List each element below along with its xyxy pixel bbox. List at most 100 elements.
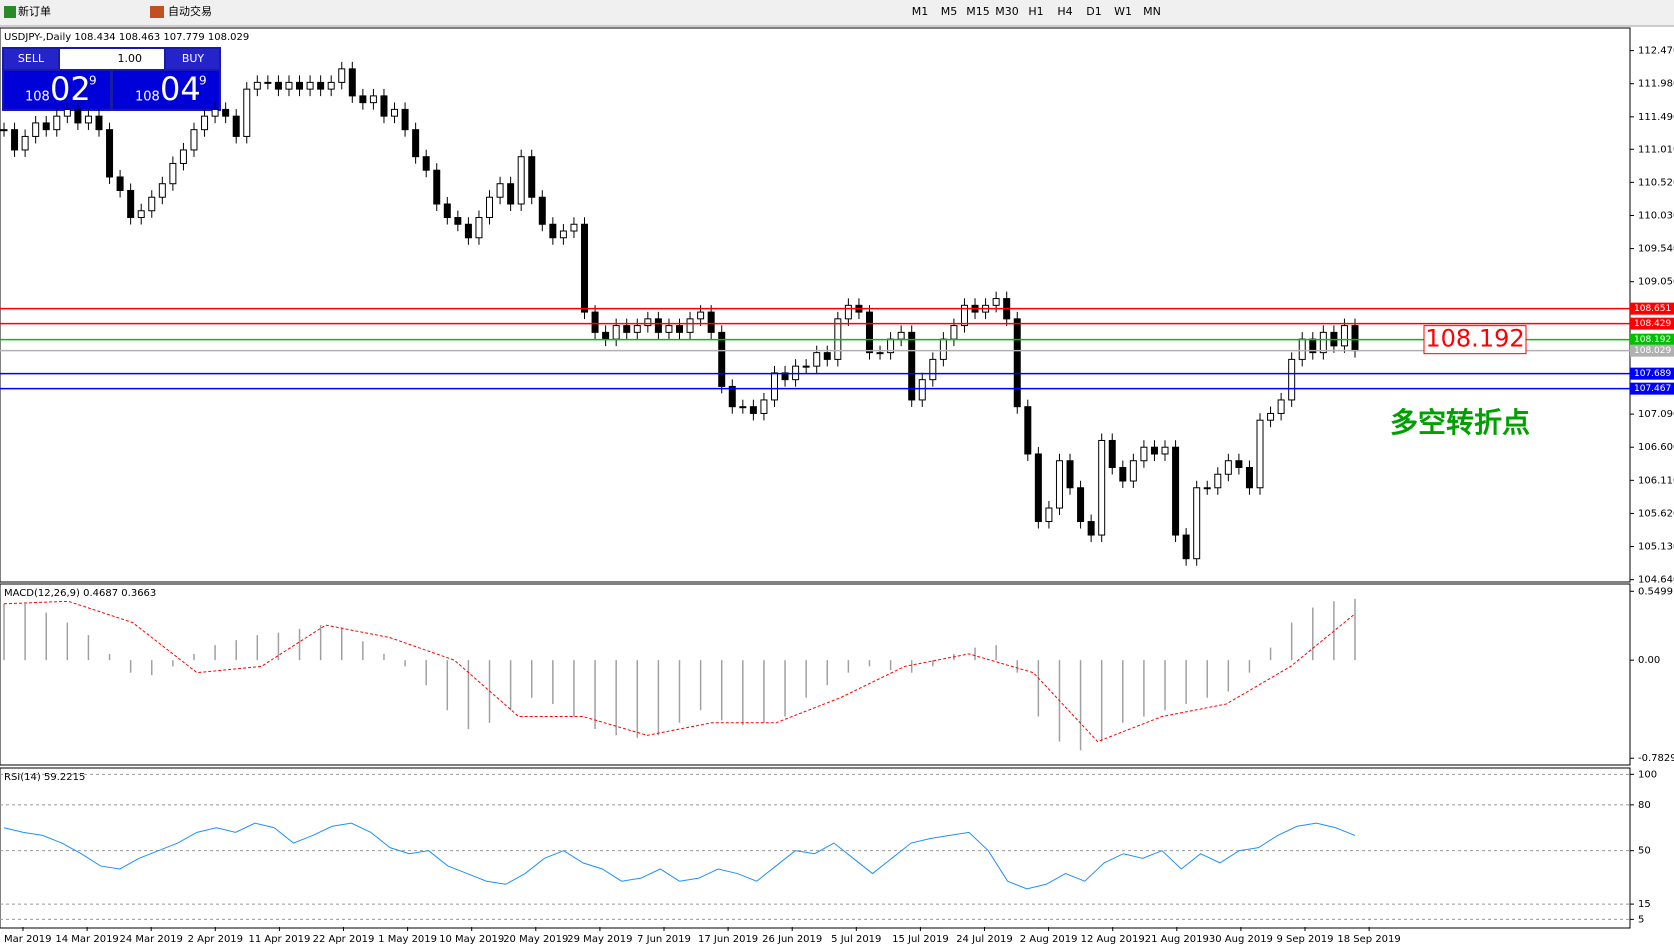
- candle-body: [1172, 446, 1180, 536]
- timeframe-button[interactable]: H1: [1028, 5, 1043, 18]
- y-tick-label: 100: [1638, 769, 1657, 780]
- y-tick-label: 105.620: [1638, 508, 1674, 519]
- y-tick-label: 112.470: [1638, 46, 1674, 57]
- candle-body: [559, 230, 567, 239]
- candle-body: [1245, 466, 1253, 489]
- auto-trading[interactable]: 自动交易: [168, 4, 212, 18]
- x-tick-label: 29 May 2019: [567, 934, 632, 945]
- lot-size[interactable]: 1.00: [118, 52, 143, 65]
- buy-label[interactable]: BUY: [182, 52, 205, 65]
- buy-button[interactable]: [166, 49, 219, 69]
- ask-fraction: 9: [199, 74, 207, 88]
- candle-body: [897, 331, 905, 340]
- x-tick-label: 20 May 2019: [503, 934, 568, 945]
- timeframe-button[interactable]: M15: [966, 5, 990, 18]
- candle-body: [507, 183, 515, 205]
- price-label: 108.029: [1634, 346, 1671, 356]
- candle-body: [1182, 534, 1190, 560]
- candle-body: [359, 95, 367, 104]
- candle-body: [749, 406, 757, 414]
- candle-body: [1319, 331, 1327, 354]
- annotation: 多空转折点: [1390, 406, 1530, 439]
- candle-body: [612, 325, 620, 340]
- candle-body: [1098, 439, 1106, 536]
- candle-body: [739, 406, 747, 409]
- candle-body: [1193, 487, 1201, 560]
- candle-body: [317, 81, 325, 90]
- candle-body: [992, 298, 1000, 306]
- candle-body: [1129, 460, 1137, 482]
- price-label: 107.467: [1634, 384, 1671, 394]
- candle-body: [464, 223, 472, 239]
- candle-body: [296, 81, 304, 90]
- candle-body: [422, 156, 430, 171]
- candle-body: [728, 385, 736, 408]
- pane-title: USDJPY-,Daily 108.434 108.463 107.779 10…: [4, 32, 249, 43]
- x-tick-label: 2 Apr 2019: [188, 934, 243, 945]
- candle-body: [602, 331, 610, 340]
- sell-label[interactable]: SELL: [18, 52, 45, 65]
- candle-body: [433, 169, 441, 205]
- timeframe-button[interactable]: M1: [912, 5, 929, 18]
- candle-body: [1119, 466, 1127, 482]
- candle-body: [148, 196, 156, 212]
- y-tick-label: 110.030: [1638, 210, 1674, 221]
- candle-body: [1351, 325, 1359, 352]
- candle-body: [1224, 460, 1232, 475]
- candle-body: [718, 331, 726, 387]
- timeframe-button[interactable]: W1: [1114, 5, 1132, 18]
- candle-body: [1277, 399, 1285, 414]
- candle-body: [1214, 473, 1222, 489]
- candle-body: [401, 108, 409, 131]
- candle-body: [211, 108, 219, 117]
- candle-body: [95, 115, 103, 131]
- candle-body: [190, 129, 198, 151]
- x-tick-label: 22 Apr 2019: [313, 934, 375, 945]
- candle-body: [950, 325, 958, 340]
- y-tick-label: 0.00: [1638, 655, 1660, 666]
- new-order[interactable]: 新订单: [18, 4, 51, 18]
- timeframe-button[interactable]: M30: [995, 5, 1019, 18]
- candle-body: [876, 352, 884, 355]
- auto-trading-icon[interactable]: [150, 6, 164, 18]
- timeframe-button[interactable]: D1: [1086, 5, 1101, 18]
- candle-body: [1140, 446, 1148, 462]
- candle-body: [1161, 446, 1169, 455]
- x-tick-label: 7 Jun 2019: [637, 934, 691, 945]
- y-tick-label: 50: [1638, 846, 1651, 857]
- price-label-bg: [1630, 382, 1674, 395]
- candle-body: [1203, 487, 1211, 490]
- candle-body: [960, 304, 968, 327]
- candle-body: [496, 183, 504, 198]
- x-tick-label: 18 Sep 2019: [1337, 934, 1400, 945]
- candle-body: [0, 129, 8, 132]
- sell-button[interactable]: [4, 49, 58, 69]
- candle-body: [908, 331, 916, 401]
- candle-body: [11, 129, 19, 151]
- candle-body: [760, 399, 768, 414]
- new-order-icon[interactable]: [4, 6, 16, 18]
- timeframe-button[interactable]: H4: [1057, 5, 1072, 18]
- ask-big: 108: [135, 90, 160, 105]
- candle-body: [327, 81, 335, 90]
- x-tick-label: 14 Mar 2019: [55, 934, 118, 945]
- x-tick-label: 12 Aug 2019: [1081, 934, 1145, 945]
- price-label-bg: [1630, 302, 1674, 315]
- timeframe-button[interactable]: M5: [941, 5, 958, 18]
- candle-body: [380, 95, 388, 117]
- price-label: 108.651: [1634, 304, 1671, 314]
- candle-body: [665, 325, 673, 333]
- candle-body: [1267, 412, 1275, 421]
- candle-body: [623, 325, 631, 333]
- timeframe-button[interactable]: MN: [1143, 5, 1161, 18]
- candle-body: [264, 81, 272, 84]
- candle-body: [106, 129, 114, 178]
- candle-body: [517, 156, 525, 205]
- bid-pips: 02: [50, 70, 91, 108]
- candle-body: [53, 115, 61, 131]
- y-tick-label: 109.050: [1638, 277, 1674, 288]
- x-tick-label: 17 Jun 2019: [698, 934, 758, 945]
- candle-body: [158, 183, 166, 198]
- candle-body: [137, 210, 145, 219]
- x-tick-label: 24 Mar 2019: [119, 934, 182, 945]
